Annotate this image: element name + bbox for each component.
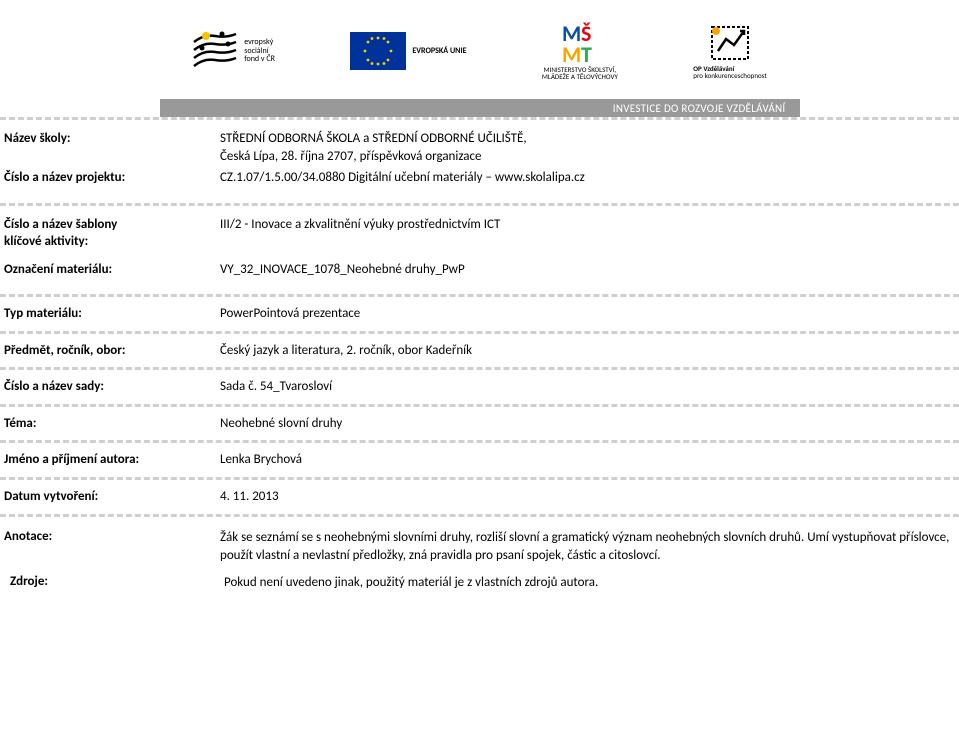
material-id-label: Označení materiálu: <box>0 259 210 281</box>
block-school-project: Název školy: STŘEDNÍ ODBORNÁ ŠKOLA a STŘ… <box>0 117 959 203</box>
school-value: STŘEDNÍ ODBORNÁ ŠKOLA a STŘEDNÍ ODBORNÉ … <box>210 128 959 167</box>
type-label: Typ materiálu: <box>0 297 210 331</box>
subline-bar: INVESTICE DO ROZVOJE VZDĚLÁVÁNÍ <box>160 99 800 117</box>
set-value: Sada č. 54_Tvarosloví <box>210 370 959 404</box>
set-label: Číslo a název sady: <box>0 370 210 404</box>
esf-logo: evropský sociální fond v ČR <box>192 28 275 74</box>
row-author: Jméno a příjmení autora: Lenka Brychová <box>0 440 959 477</box>
op-icon <box>708 23 752 63</box>
msmt-text-l2: MLÁDEŽE A TĚLOVÝCHOVY <box>542 73 618 80</box>
school-value-l2: Česká Lípa, 28. října 2707, příspěvková … <box>220 149 481 164</box>
topic-value: Neohebné slovní druhy <box>210 407 959 441</box>
template-label: Číslo a název šablony klíčové aktivity: <box>0 214 210 253</box>
row-type: Typ materiálu: PowerPointová prezentace <box>0 294 959 331</box>
row-subject: Předmět, ročník, obor: Český jazyk a lit… <box>0 331 959 368</box>
topic-label: Téma: <box>0 407 210 441</box>
row-set: Číslo a název sady: Sada č. 54_Tvaroslov… <box>0 367 959 404</box>
row-date: Datum vytvoření: 4. 11. 2013 <box>0 477 959 514</box>
date-label: Datum vytvoření: <box>0 480 210 514</box>
template-label-l1: Číslo a název šablony <box>4 217 117 232</box>
row-topic: Téma: Neohebné slovní druhy <box>0 404 959 441</box>
project-value: CZ.1.07/1.5.00/34.0880 Digitální učební … <box>210 167 959 189</box>
template-value: III/2 - Inovace a zkvalitnění výuky pros… <box>210 214 959 253</box>
svg-text:T: T <box>581 41 592 64</box>
esf-icon <box>192 28 238 74</box>
material-id-value: VY_32_INOVACE_1078_Neohebné druhy_PwP <box>210 259 959 281</box>
school-value-l1: STŘEDNÍ ODBORNÁ ŠKOLA a STŘEDNÍ ODBORNÉ … <box>220 131 527 146</box>
page-root: evropský sociální fond v ČR EVROPSKÁ UNI… <box>0 0 959 733</box>
esf-text: evropský sociální fond v ČR <box>244 38 275 64</box>
msmt-logo: M Š M T MINISTERSTVO ŠKOLSTVÍ, MLÁDEŽE A… <box>542 22 618 80</box>
content-table: Název školy: STŘEDNÍ ODBORNÁ ŠKOLA a STŘ… <box>0 117 959 603</box>
subline-text: INVESTICE DO ROZVOJE VZDĚLÁVÁNÍ <box>613 102 786 115</box>
block-template-material: Číslo a název šablony klíčové aktivity: … <box>0 203 959 295</box>
msmt-text: MINISTERSTVO ŠKOLSTVÍ, MLÁDEŽE A TĚLOVÝC… <box>542 66 618 80</box>
project-label: Číslo a název projektu: <box>0 167 210 189</box>
sources-value: Pokud není uvedeno jinak, použitý materi… <box>210 572 959 595</box>
author-label: Jméno a příjmení autora: <box>0 443 210 477</box>
anno-label: Anotace: <box>0 527 210 569</box>
type-value: PowerPointová prezentace <box>210 297 959 331</box>
msmt-icon: M Š M T <box>559 22 601 64</box>
logo-strip: evropský sociální fond v ČR EVROPSKÁ UNI… <box>160 6 800 96</box>
subject-label: Předmět, ročník, obor: <box>0 334 210 368</box>
template-label-l2: klíčové aktivity: <box>4 234 88 249</box>
sources-label: Zdroje: <box>0 572 210 595</box>
svg-text:M: M <box>562 41 581 64</box>
date-value: 4. 11. 2013 <box>210 480 959 514</box>
op-text-l2: pro konkurenceschopnost <box>693 72 766 79</box>
author-value: Lenka Brychová <box>210 443 959 477</box>
school-label: Název školy: <box>0 128 210 167</box>
anno-value: Žák se seznámí se s neohebnými slovními … <box>210 527 959 569</box>
eu-text: EVROPSKÁ UNIE <box>412 47 466 56</box>
eu-flag-icon <box>350 32 406 70</box>
op-text: OP Vzdělávání pro konkurenceschopnost <box>693 65 766 79</box>
eu-logo: EVROPSKÁ UNIE <box>350 32 466 70</box>
block-annotation-sources: Anotace: Žák se seznámí se s neohebnými … <box>0 514 959 604</box>
op-logo: OP Vzdělávání pro konkurenceschopnost <box>693 23 766 79</box>
subject-value: Český jazyk a literatura, 2. ročník, obo… <box>210 334 959 368</box>
esf-text-l3: fond v ČR <box>244 55 275 64</box>
